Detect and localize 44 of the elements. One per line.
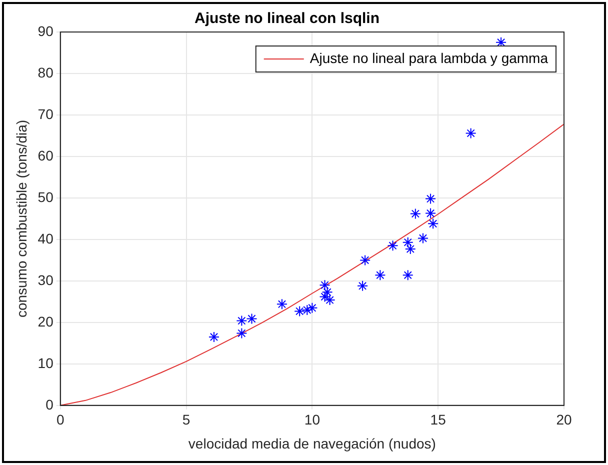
x-tick-label: 10 (304, 412, 320, 428)
chart-title: Ajuste no lineal con lsqlin (194, 10, 380, 28)
point (319, 291, 330, 302)
point (246, 313, 258, 324)
point (276, 298, 288, 310)
point (425, 193, 436, 204)
point (324, 294, 336, 306)
point (294, 306, 306, 317)
y-tick-label: 30 (38, 272, 54, 288)
point (208, 331, 220, 342)
y-tick-label: 0 (46, 396, 54, 412)
y-tick-label: 20 (38, 313, 54, 330)
y-tick-label: 40 (38, 230, 54, 246)
y-axis-title: consumo combustible (tons/dia) (13, 120, 30, 318)
point (357, 280, 368, 292)
y-tick-label: 90 (38, 22, 54, 39)
point (319, 280, 330, 291)
y-tick-label: 80 (38, 64, 54, 80)
y-tick-label: 10 (38, 354, 54, 371)
y-tick-label: 70 (38, 106, 54, 122)
legend-label: Ajuste no lineal para lambda y gamma (310, 50, 548, 66)
point (428, 218, 439, 230)
point (465, 128, 476, 139)
point (306, 302, 318, 314)
point (374, 270, 386, 281)
point (322, 286, 333, 298)
x-tick-label: 5 (182, 412, 190, 428)
point (387, 240, 398, 252)
point (410, 208, 421, 220)
point (402, 270, 414, 281)
y-tick-label: 60 (38, 147, 54, 164)
point (417, 232, 428, 244)
point (302, 304, 313, 316)
point (404, 243, 416, 254)
point (360, 254, 371, 266)
y-tick-label: 50 (38, 188, 54, 205)
point (402, 236, 414, 248)
x-tick-label: 15 (430, 412, 446, 428)
x-axis-title: velocidad media de navegación (nudos) (188, 435, 436, 452)
x-tick-label: 0 (56, 412, 64, 428)
point (425, 208, 436, 219)
x-tick-label: 20 (556, 412, 572, 428)
point (236, 315, 248, 326)
point (236, 328, 248, 339)
